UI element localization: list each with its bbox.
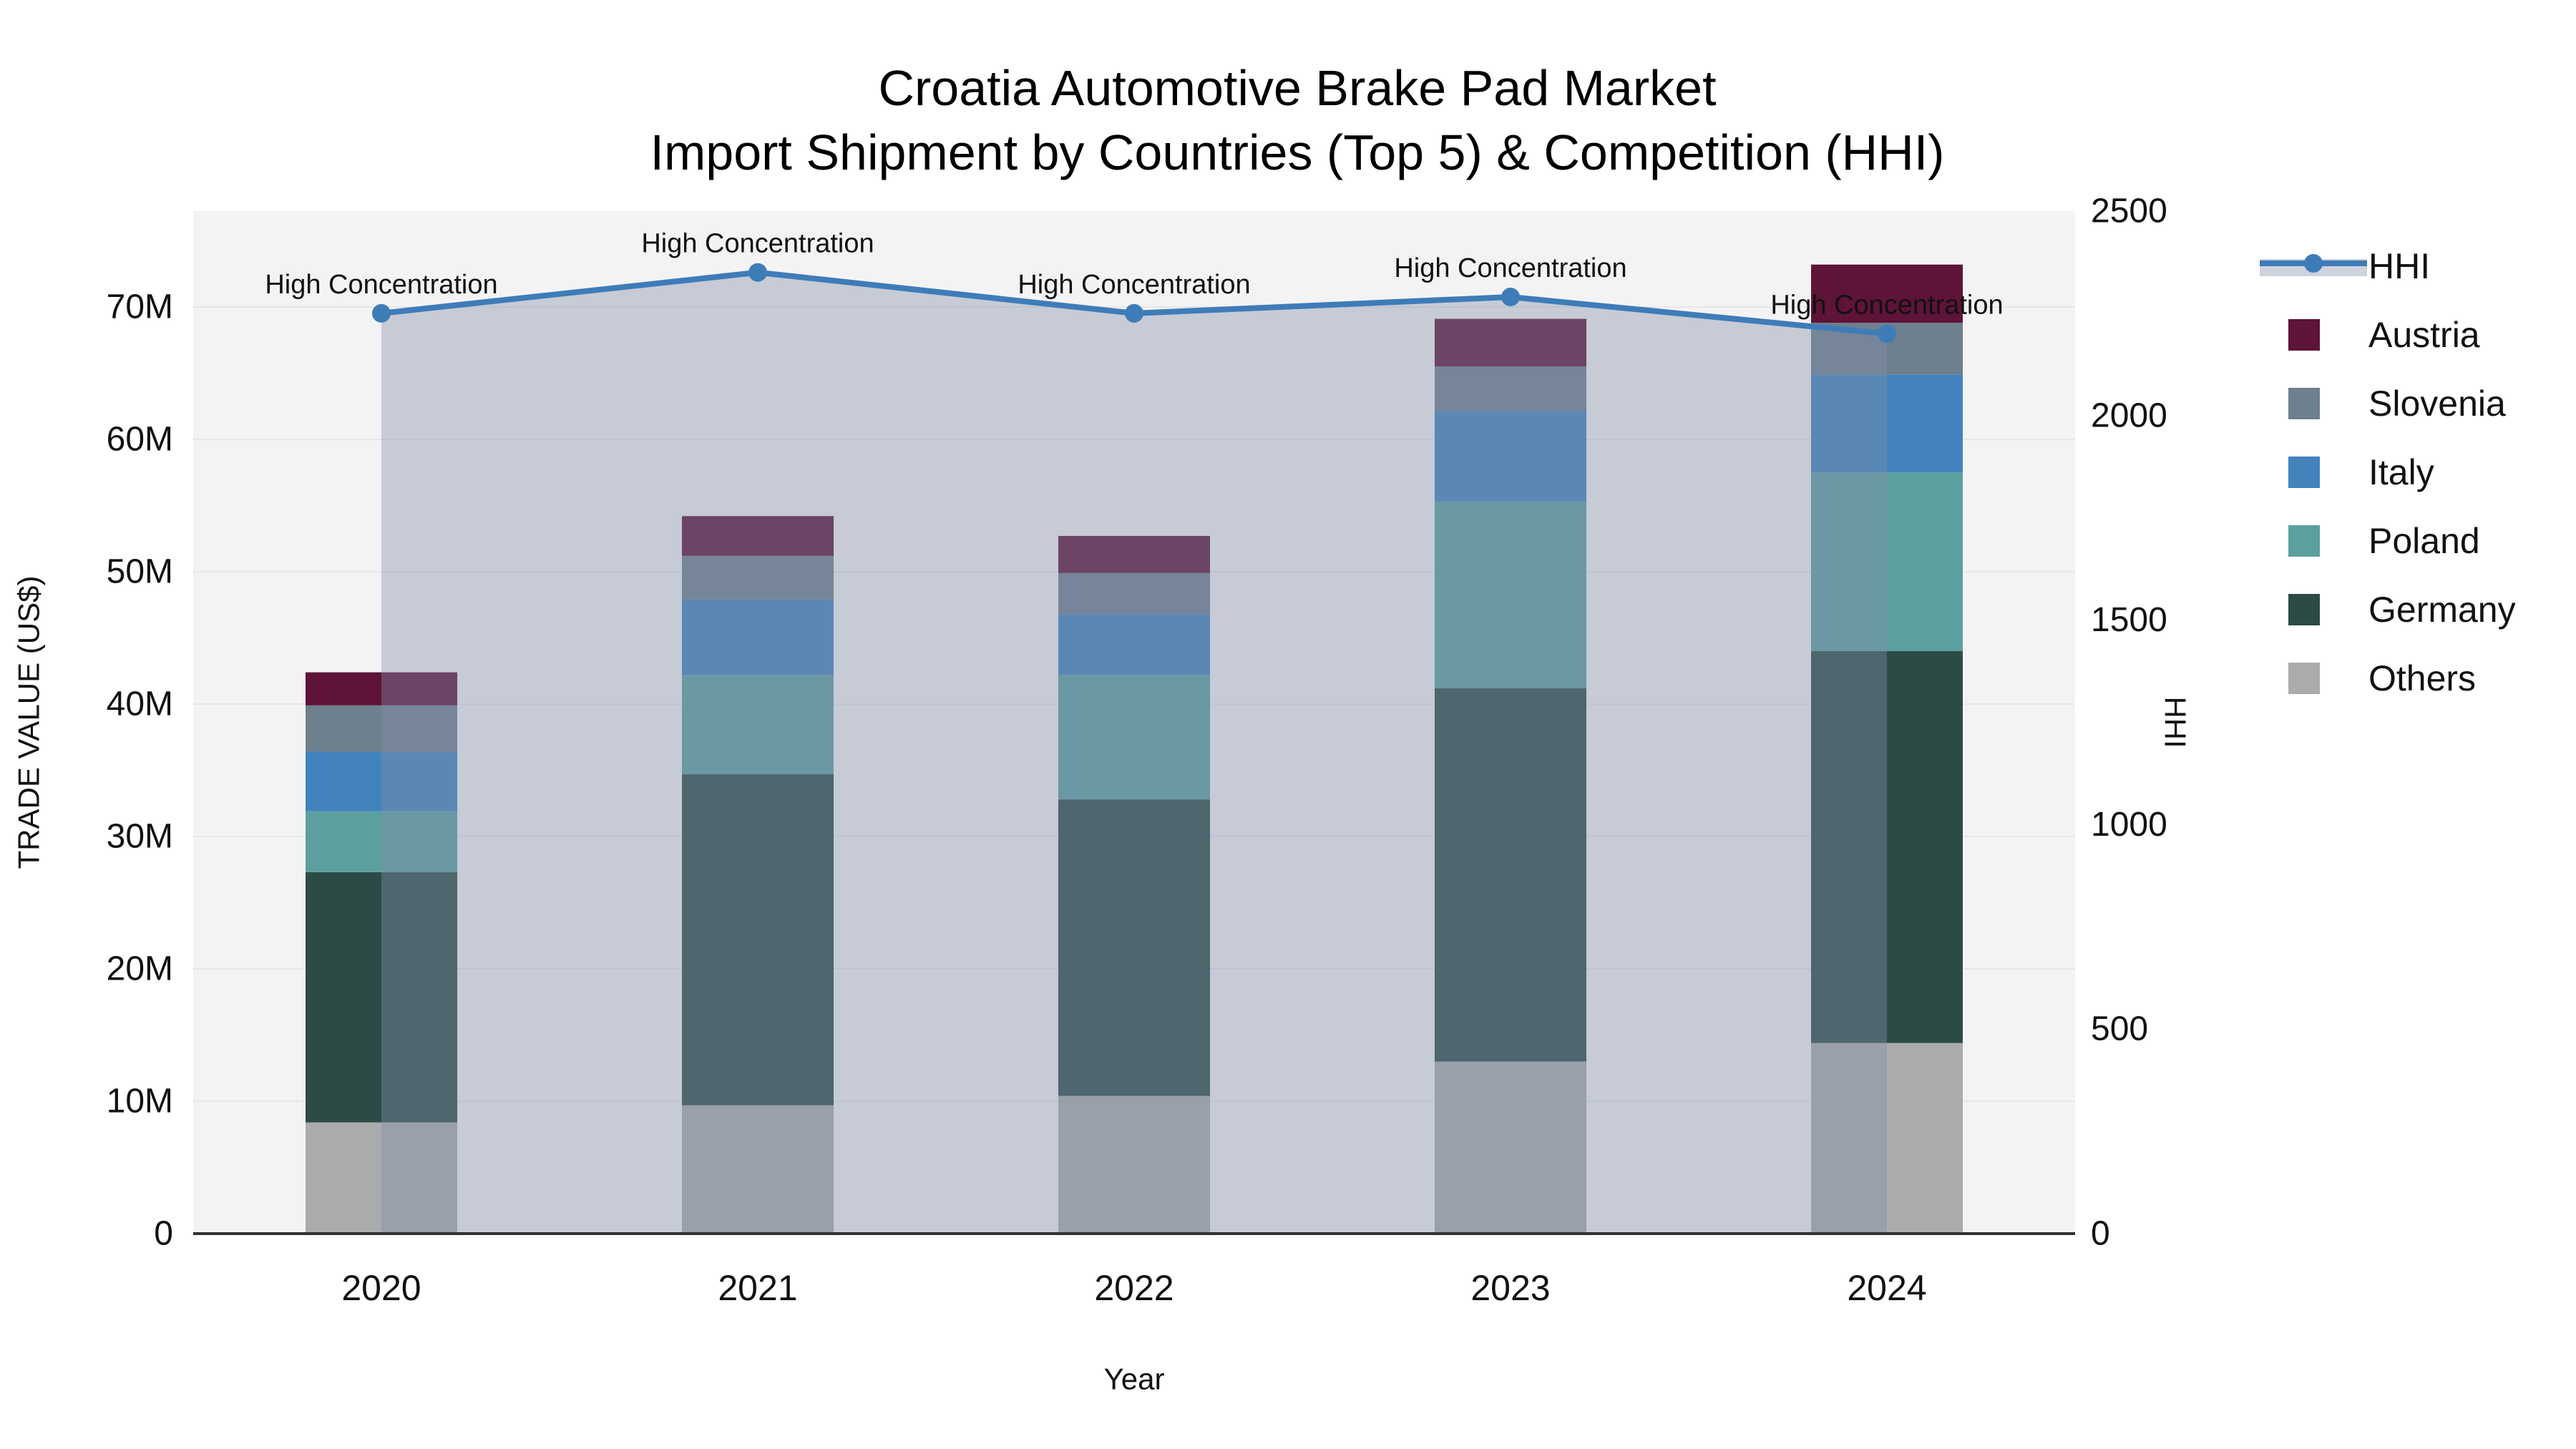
x-axis-title: Year	[1104, 1362, 1165, 1396]
bar-segment-poland-2022[interactable]	[1058, 675, 1210, 800]
hhi-marker-2023[interactable]	[1501, 288, 1520, 307]
legend-label: Poland	[2368, 521, 2480, 561]
hhi-marker-2021[interactable]	[748, 263, 767, 282]
left-tick-70M: 70M	[107, 288, 173, 326]
legend-swatch-germany-icon	[2260, 594, 2368, 625]
legend-swatch-poland-icon	[2260, 525, 2368, 557]
legend-label: Italy	[2368, 452, 2434, 492]
bar-segment-germany-2024[interactable]	[1811, 650, 1963, 1043]
right-tick-1500: 1500	[2091, 601, 2167, 639]
bar-segment-italy-2023[interactable]	[1435, 411, 1586, 502]
x-tick-2022: 2022	[1094, 1268, 1174, 1308]
hhi-marker-2020[interactable]	[372, 303, 391, 323]
legend-color-box	[2288, 388, 2320, 419]
legend-color-box	[2288, 319, 2320, 351]
chart-title-line2: Import Shipment by Countries (Top 5) & C…	[650, 125, 1945, 181]
bar-segment-italy-2024[interactable]	[1811, 374, 1963, 473]
bar-segment-germany-2022[interactable]	[1058, 799, 1210, 1096]
bar-segment-others-2024[interactable]	[1811, 1043, 1963, 1234]
legend-color-box	[2288, 525, 2320, 557]
legend-color-box	[2288, 457, 2320, 488]
left-tick-60M: 60M	[107, 420, 173, 458]
legend-item-others[interactable]: Others	[2260, 644, 2516, 713]
left-tick-0: 0	[154, 1215, 173, 1253]
legend-color-box	[2288, 663, 2320, 694]
legend: HHI Austria Slovenia Italy Poland Germany Othe…	[2260, 232, 2516, 713]
bar-segment-others-2023[interactable]	[1435, 1061, 1586, 1234]
annotation-2024: High Concentration	[1770, 290, 2003, 320]
legend-item-slovenia[interactable]: Slovenia	[2260, 369, 2516, 438]
bar-segment-poland-2023[interactable]	[1435, 501, 1586, 688]
hhi-area-fill	[381, 272, 1887, 1234]
bar-segment-slovenia-2023[interactable]	[1435, 366, 1586, 412]
hhi-line-swatch-icon	[2260, 250, 2368, 282]
left-tick-40M: 40M	[107, 685, 173, 723]
x-tick-2024: 2024	[1847, 1268, 1926, 1308]
bar-segment-others-2022[interactable]	[1058, 1096, 1210, 1234]
chart-title-line1: Croatia Automotive Brake Pad Market	[878, 60, 1717, 116]
legend-label: Austria	[2368, 315, 2480, 355]
bar-segment-poland-2024[interactable]	[1811, 472, 1963, 651]
bar-segment-italy-2022[interactable]	[1058, 614, 1210, 675]
annotation-2023: High Concentration	[1394, 253, 1626, 283]
x-tick-2021: 2021	[718, 1268, 797, 1308]
left-tick-30M: 30M	[107, 817, 173, 855]
bar-segment-germany-2020[interactable]	[306, 872, 457, 1123]
legend-swatch-slovenia-icon	[2260, 388, 2368, 419]
legend-swatch-austria-icon	[2260, 319, 2368, 351]
right-tick-2000: 2000	[2091, 396, 2167, 434]
bar-segment-germany-2021[interactable]	[682, 774, 834, 1106]
right-tick-1000: 1000	[2091, 806, 2167, 844]
right-tick-500: 500	[2091, 1010, 2148, 1048]
annotation-2021: High Concentration	[641, 229, 874, 259]
bar-segment-austria-2024[interactable]	[1811, 264, 1963, 323]
y-axis-title-left: TRADE VALUE (US$)	[12, 576, 46, 869]
legend-label: Others	[2368, 658, 2477, 698]
bar-segment-italy-2021[interactable]	[682, 599, 834, 675]
bar-segment-austria-2023[interactable]	[1435, 318, 1586, 367]
legend-item-poland[interactable]: Poland	[2260, 507, 2516, 575]
right-tick-2500: 2500	[2091, 192, 2167, 230]
legend-item-austria[interactable]: Austria	[2260, 301, 2516, 369]
legend-color-box	[2288, 594, 2320, 625]
legend-item-hhi[interactable]: HHI	[2260, 232, 2516, 301]
bar-segment-slovenia-2022[interactable]	[1058, 572, 1210, 615]
bar-segment-others-2021[interactable]	[682, 1105, 834, 1234]
legend-swatch-others-icon	[2260, 663, 2368, 694]
x-tick-2020: 2020	[341, 1268, 421, 1308]
legend-item-italy[interactable]: Italy	[2260, 438, 2516, 507]
legend-label: Slovenia	[2368, 384, 2506, 424]
left-tick-50M: 50M	[107, 552, 173, 590]
bar-segment-slovenia-2020[interactable]	[306, 705, 457, 752]
bar-segment-germany-2023[interactable]	[1435, 688, 1586, 1062]
left-tick-20M: 20M	[107, 950, 173, 987]
bar-segment-others-2020[interactable]	[306, 1122, 457, 1234]
legend-swatch-italy-icon	[2260, 457, 2368, 488]
bar-segment-poland-2021[interactable]	[682, 675, 834, 775]
chart-title: Croatia Automotive Brake Pad Market Impo…	[650, 56, 1945, 185]
right-tick-0: 0	[2091, 1215, 2110, 1253]
legend-label: Germany	[2368, 590, 2516, 630]
x-tick-2023: 2023	[1470, 1268, 1550, 1308]
bar-segment-slovenia-2021[interactable]	[682, 555, 834, 600]
annotation-2020: High Concentration	[265, 270, 497, 300]
legend-label: HHI	[2368, 246, 2431, 286]
bar-segment-austria-2021[interactable]	[682, 516, 834, 556]
bar-segment-poland-2020[interactable]	[306, 811, 457, 872]
bar-segment-austria-2022[interactable]	[1058, 536, 1210, 573]
y-axis-title-right: HHI	[2159, 696, 2192, 748]
left-tick-10M: 10M	[107, 1082, 173, 1120]
hhi-marker-2024[interactable]	[1878, 324, 1896, 343]
hhi-marker-2022[interactable]	[1125, 303, 1143, 323]
annotation-2022: High Concentration	[1018, 270, 1250, 300]
legend-item-germany[interactable]: Germany	[2260, 575, 2516, 644]
bar-segment-italy-2020[interactable]	[306, 751, 457, 811]
bar-segment-austria-2020[interactable]	[306, 672, 457, 706]
